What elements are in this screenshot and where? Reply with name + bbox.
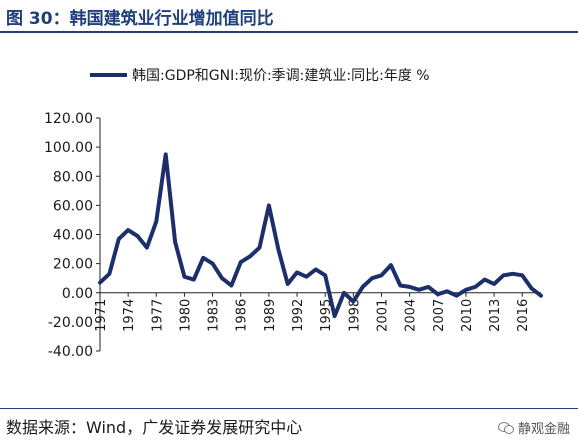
- y-tick-label: 0.00: [62, 286, 93, 302]
- chart-legend: 韩国:GDP和GNI:现价:季调:建筑业:同比:年度 %: [90, 68, 430, 84]
- x-axis-ticks: 1971 1974 1977 1980 1983 1986 1989 1992 1995 1998…: [94, 293, 531, 332]
- x-tick-label: 1971: [94, 299, 109, 332]
- x-tick-label: 1992: [291, 299, 306, 332]
- y-tick-label: -20.00: [48, 315, 93, 331]
- line-chart: 韩国:GDP和GNI:现价:季调:建筑业:同比:年度 % -40.00 -20.0…: [0, 33, 578, 405]
- wechat-icon: [498, 421, 514, 434]
- x-tick-label: 2013: [488, 299, 503, 332]
- y-tick-label: 20.00: [53, 257, 93, 273]
- source-note: 数据来源：Wind，广发证券发展研究中心: [6, 414, 302, 438]
- y-tick-label: 120.00: [44, 111, 93, 127]
- x-tick-label: 2016: [516, 299, 531, 332]
- y-axis-ticks: -40.00 -20.00 0.00 20.00 40.00 60.00 80.00 100.…: [44, 111, 100, 360]
- watermark: 静观金融: [498, 418, 570, 437]
- x-tick-label: 1980: [178, 299, 193, 332]
- x-tick-label: 1974: [122, 299, 137, 332]
- y-tick-label: 60.00: [53, 198, 93, 214]
- legend-label: 韩国:GDP和GNI:现价:季调:建筑业:同比:年度 %: [132, 68, 430, 84]
- x-tick-label: 1998: [347, 299, 362, 332]
- y-tick-label: 100.00: [44, 140, 93, 156]
- watermark-label: 静观金融: [518, 418, 570, 437]
- x-tick-label: 2007: [432, 299, 447, 332]
- x-tick-label: 2001: [375, 299, 390, 332]
- y-tick-label: -40.00: [48, 344, 93, 360]
- series-line: [100, 154, 541, 316]
- x-tick-label: 1983: [207, 299, 222, 332]
- title-bar: 图 30：韩国建筑业行业增加值同比: [0, 0, 578, 30]
- footer-divider: [0, 408, 578, 409]
- figure-title: 图 30：韩国建筑业行业增加值同比: [6, 4, 274, 29]
- x-tick-label: 1986: [235, 299, 250, 332]
- y-tick-label: 40.00: [53, 228, 93, 244]
- y-tick-label: 80.00: [53, 169, 93, 185]
- x-tick-label: 1977: [150, 299, 165, 332]
- x-tick-label: 2004: [404, 299, 419, 332]
- x-tick-label: 1989: [263, 299, 278, 332]
- x-tick-label: 2010: [460, 299, 475, 332]
